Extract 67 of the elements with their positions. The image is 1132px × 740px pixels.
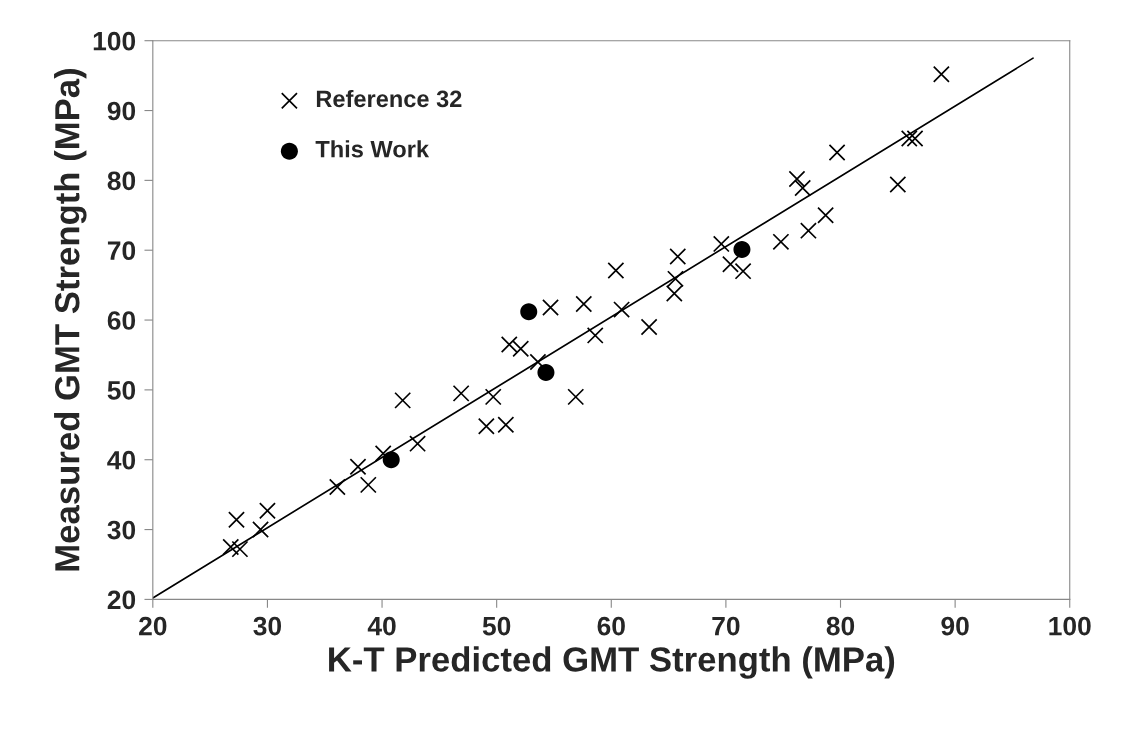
x-tick-label: 100: [1049, 616, 1091, 636]
point: [734, 262, 752, 280]
y-tick-label: 60: [107, 311, 136, 330]
x-tick-label: 90: [941, 616, 969, 636]
point: [712, 235, 730, 253]
x-axis-title: K-T Predicted GMT Strength (MPa): [329, 646, 895, 679]
x-tick-label: 50: [482, 616, 511, 636]
point: [733, 241, 751, 259]
x-tick-label: 60: [597, 616, 625, 636]
point: [772, 233, 790, 251]
y-tick-label: 90: [107, 101, 136, 121]
point: [349, 458, 367, 476]
point: [252, 521, 270, 539]
x-tick-label: 80: [826, 616, 855, 636]
y-tick-label: 40: [107, 450, 136, 470]
point: [328, 478, 346, 496]
point: [799, 222, 817, 240]
point: [828, 143, 846, 161]
y-tick-label: 20: [107, 590, 136, 610]
point: [906, 130, 924, 147]
x-tick-label: 40: [367, 616, 396, 636]
y-tick-label: 100: [93, 31, 136, 51]
point: [520, 303, 538, 321]
y-tick-label: 70: [107, 241, 136, 261]
y-tick-label: 30: [107, 520, 136, 540]
legend-label: Reference 32: [316, 89, 462, 108]
point: [500, 336, 518, 353]
point: [586, 326, 604, 344]
point: [900, 130, 918, 147]
point: [452, 384, 470, 402]
point: [222, 538, 240, 556]
point: [359, 476, 377, 494]
point: [575, 295, 593, 313]
point: [477, 417, 495, 435]
point: [394, 391, 412, 409]
point: [542, 299, 559, 316]
point: [640, 318, 658, 336]
point: [258, 502, 276, 520]
point: [722, 255, 739, 273]
point: [529, 353, 547, 371]
point: [409, 435, 427, 453]
point: [228, 511, 245, 529]
point: [788, 170, 806, 188]
point: [374, 444, 392, 462]
point: [231, 540, 249, 558]
point: [794, 179, 812, 197]
point: [667, 270, 684, 288]
point: [613, 301, 631, 319]
y-axis-title: Measured GMT Strength (MPa): [54, 69, 87, 571]
legend-label: This Work: [315, 140, 430, 158]
point: [889, 176, 907, 194]
x-tick-label: 20: [139, 616, 167, 636]
point: [932, 65, 950, 83]
point: [484, 388, 502, 406]
y-tick-label: 50: [107, 381, 136, 400]
x-tick-label: 30: [253, 616, 282, 636]
y-tick-label: 80: [107, 171, 136, 191]
point: [497, 416, 515, 434]
point: [665, 285, 683, 302]
x-tick-label: 70: [712, 616, 740, 636]
point: [607, 262, 625, 279]
point: [567, 388, 585, 406]
point: [669, 248, 687, 265]
point: [382, 451, 400, 469]
point: [817, 206, 835, 224]
point: [512, 340, 530, 358]
point: [537, 363, 555, 381]
